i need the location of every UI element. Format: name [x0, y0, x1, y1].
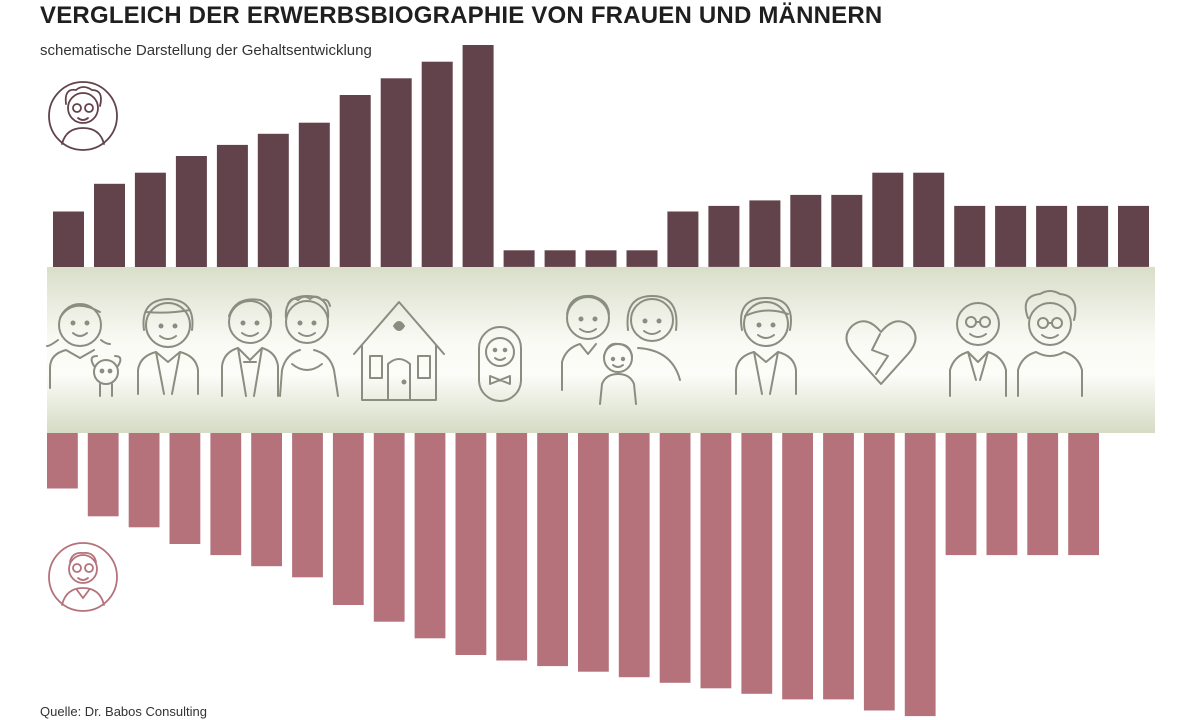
women-bar-17 [708, 205, 740, 267]
family-icon [561, 294, 681, 405]
women-bar-18 [749, 200, 781, 267]
women-bar-15 [626, 250, 658, 267]
women-bar-8 [339, 95, 371, 267]
women-bar-14 [585, 250, 617, 267]
women-bar-24 [995, 205, 1027, 267]
men-bar-14 [578, 433, 609, 672]
men-series [47, 433, 1099, 717]
women-bar-21 [872, 172, 904, 267]
women-series [53, 45, 1149, 268]
women-bar-6 [257, 133, 289, 267]
men-bar-26 [1068, 433, 1099, 556]
men-bar-9 [373, 433, 405, 622]
women-bar-25 [1036, 205, 1068, 267]
women-bar-2 [94, 183, 125, 268]
baby-icon [478, 326, 522, 402]
men-bar-4 [169, 433, 201, 544]
men-bar-15 [618, 433, 650, 678]
women-bar-13 [544, 250, 576, 267]
man-avatar-icon [48, 542, 118, 612]
men-bar-24 [986, 433, 1018, 556]
men-bar-19 [782, 433, 813, 700]
women-bar-26 [1077, 205, 1109, 267]
men-bar-2 [87, 433, 119, 517]
women-bar-22 [913, 172, 945, 267]
men-bar-20 [823, 433, 854, 700]
girl-with-dog-icon [46, 303, 122, 397]
women-bar-11 [462, 45, 494, 267]
women-bar-12 [503, 250, 535, 267]
men-bar-16 [659, 433, 691, 683]
men-bar-6 [251, 433, 282, 567]
woman-avatar-icon [48, 81, 118, 151]
men-bar-5 [210, 433, 242, 556]
men-bar-10 [414, 433, 446, 639]
women-bar-23 [954, 205, 986, 267]
senior-couple-icon [949, 290, 1083, 397]
men-bar-8 [332, 433, 364, 605]
chart-title: VERGLEICH DER ERWERBSBIOGRAPHIE VON FRAU… [40, 2, 883, 29]
house-icon [353, 301, 445, 401]
men-bar-21 [863, 433, 895, 711]
men-bar-22 [904, 433, 936, 717]
women-bar-9 [380, 78, 412, 267]
women-bar-5 [216, 144, 248, 267]
men-bar-7 [292, 433, 323, 578]
businesswoman-icon [735, 297, 797, 395]
women-bar-20 [831, 194, 863, 267]
women-bar-4 [175, 156, 207, 267]
women-bar-16 [667, 211, 699, 267]
men-bar-18 [741, 433, 773, 694]
men-bar-25 [1027, 433, 1059, 556]
men-bar-23 [945, 433, 977, 556]
men-bar-17 [700, 433, 732, 689]
chart-subtitle: schematische Darstellung der Gehaltsentw… [40, 42, 372, 59]
women-bar-19 [790, 194, 822, 267]
women-bar-27 [1118, 205, 1149, 267]
men-bar-3 [128, 433, 160, 528]
young-woman-icon [137, 298, 199, 395]
broken-heart-icon [845, 320, 917, 385]
men-bar-12 [496, 433, 528, 661]
women-bar-1 [53, 211, 84, 267]
men-bar-11 [455, 433, 487, 655]
wedding-couple-icon [221, 295, 339, 397]
life-stages-band [47, 267, 1155, 433]
women-bar-7 [298, 122, 330, 267]
men-bar-1 [47, 433, 78, 489]
source-note: Quelle: Dr. Babos Consulting [40, 704, 207, 719]
men-bar-13 [537, 433, 568, 667]
women-bar-3 [134, 172, 166, 267]
women-bar-10 [421, 61, 453, 268]
